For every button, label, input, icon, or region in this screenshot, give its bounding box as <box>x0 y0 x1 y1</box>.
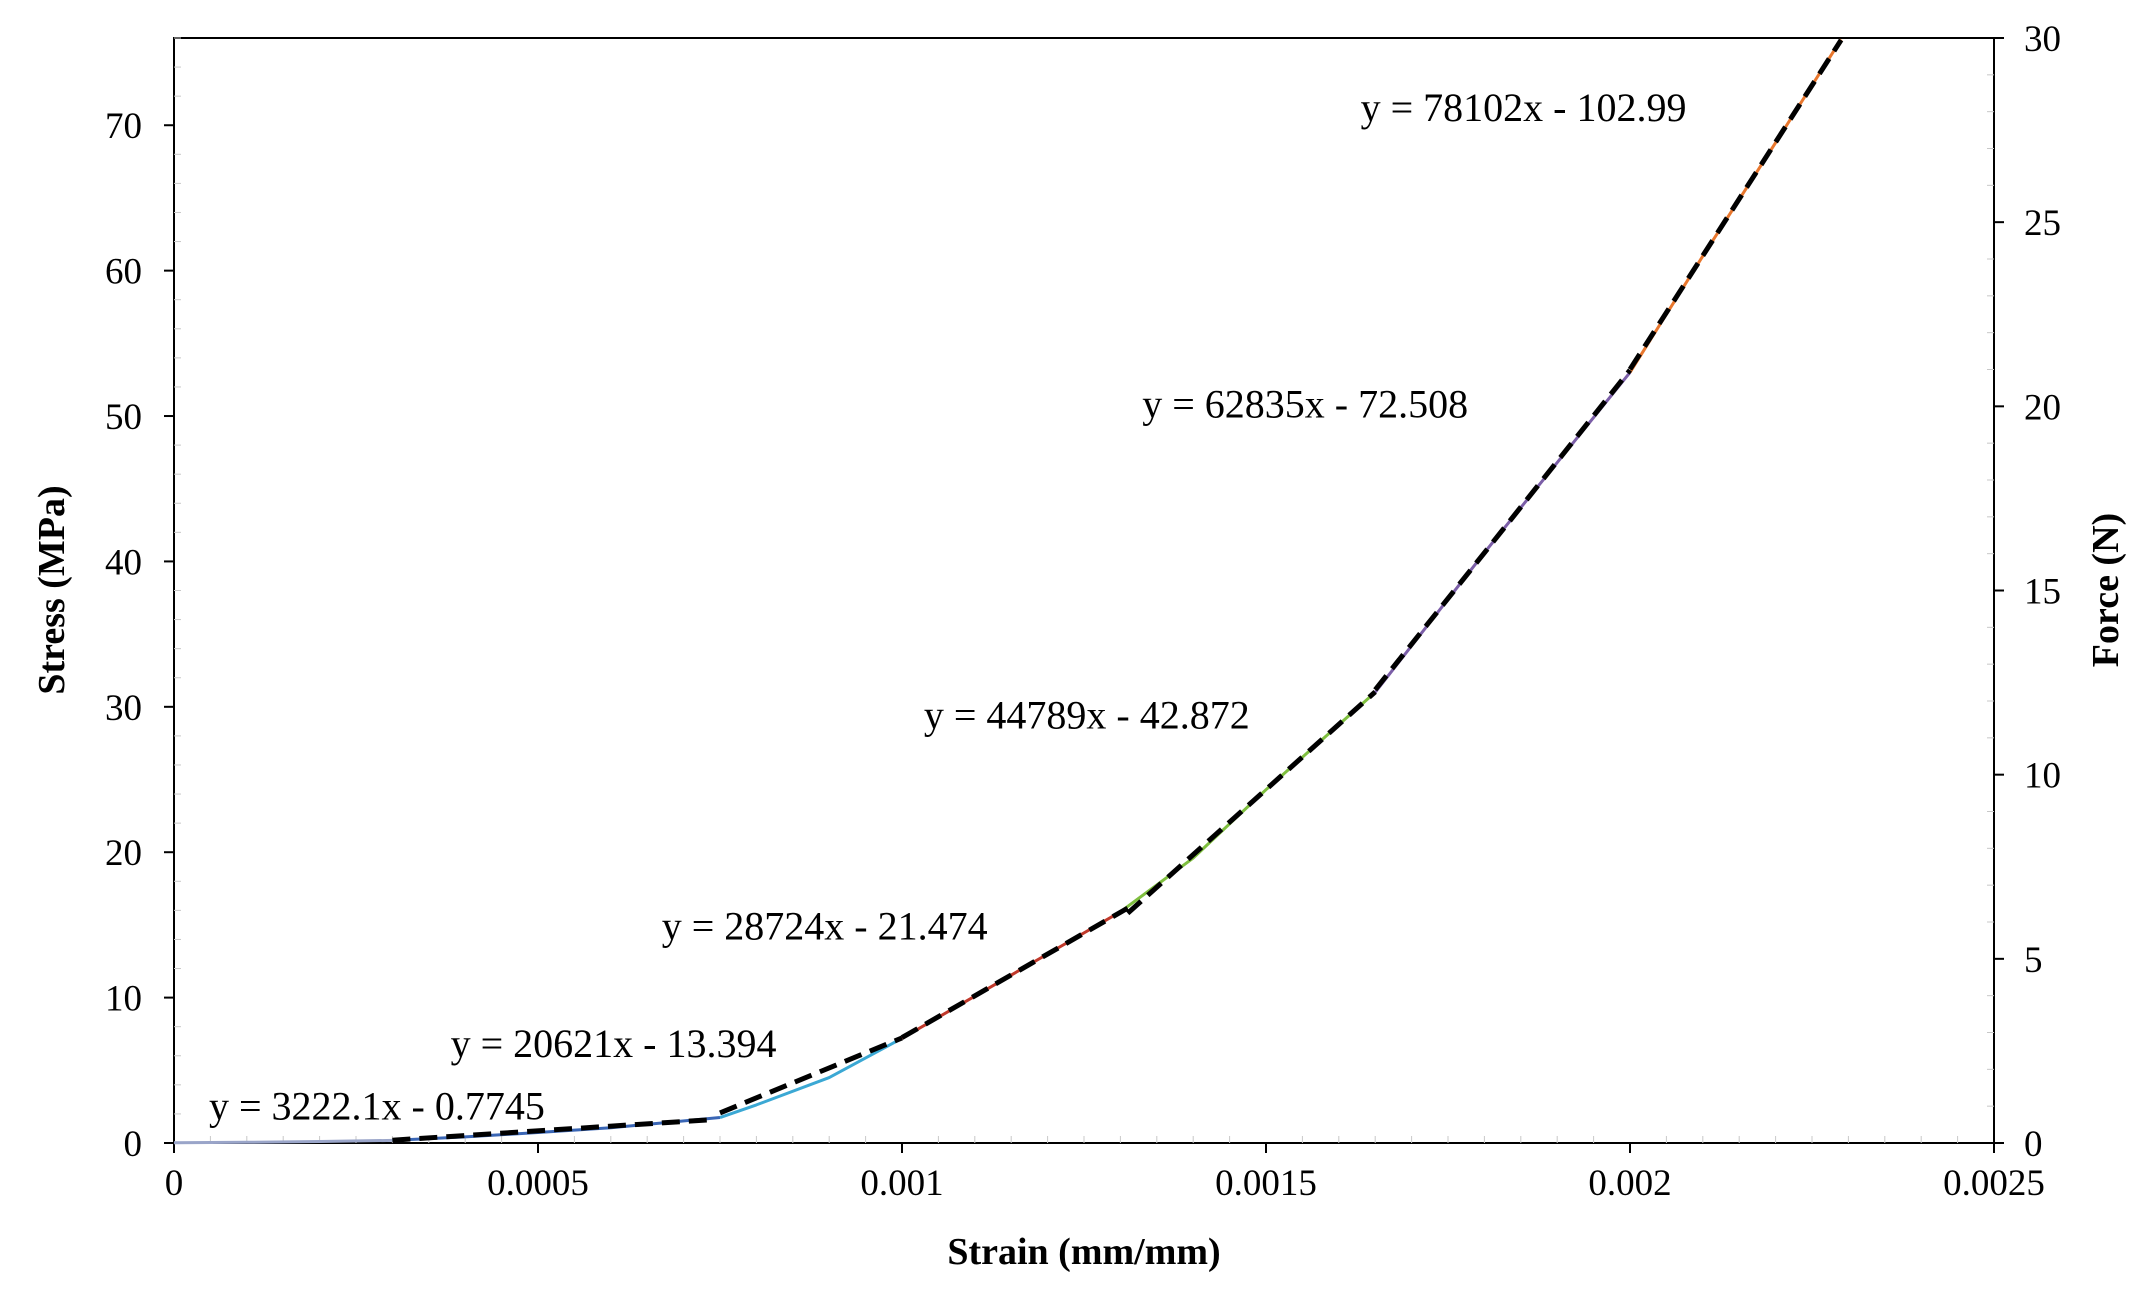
y-tick-label: 70 <box>105 106 142 147</box>
x-tick-label: 0.002 <box>1588 1163 1671 1204</box>
y2-tick-label: 30 <box>2024 19 2061 60</box>
y2-tick-label: 10 <box>2024 756 2061 797</box>
y-tick-label: 10 <box>105 979 142 1020</box>
trendline <box>1627 38 1844 371</box>
trendline <box>719 1035 903 1116</box>
trendline-equation-label: y = 3222.1x - 0.7745 <box>209 1084 545 1129</box>
y-tick-label: 20 <box>105 833 142 874</box>
x-tick-labels: 0 0.0005 0.001 0.0015 0.002 0.0025 <box>165 1163 2045 1204</box>
x-tick-label: 0.0015 <box>1215 1163 1317 1204</box>
y2-tick-label: 25 <box>2024 203 2061 244</box>
major-ticks <box>164 37 2004 1153</box>
trendline <box>1126 689 1377 916</box>
y2-tick-label: 0 <box>2024 1124 2043 1165</box>
y-tick-label: 0 <box>124 1124 143 1165</box>
y-tick-label: 30 <box>105 688 142 729</box>
y2-tick-label: 20 <box>2024 387 2061 428</box>
x-tick-label: 0.001 <box>860 1163 943 1204</box>
y2-tick-labels: 0 5 10 15 20 25 30 <box>2024 19 2061 1165</box>
y2-tick-label: 15 <box>2024 572 2061 613</box>
y2-tick-label: 5 <box>2024 940 2043 981</box>
x-axis-title: Strain (mm/mm) <box>947 1231 1220 1273</box>
trendline-equation-label: y = 78102x - 102.99 <box>1361 85 1687 130</box>
trendline <box>1373 368 1632 692</box>
plot-area <box>173 37 1995 1144</box>
y-tick-labels: 0 10 20 30 40 50 60 70 <box>105 106 142 1165</box>
trendline-equation-label: y = 62835x - 72.508 <box>1142 381 1468 426</box>
data-series-line <box>173 1138 393 1145</box>
trendline-equations: y = 3222.1x - 0.7745 y = 20621x - 13.394 y… <box>209 85 1687 1129</box>
data-series-line <box>719 1036 903 1119</box>
y-axis-title: Stress (MPa) <box>31 485 73 694</box>
y-tick-label: 50 <box>105 397 142 438</box>
x-tick-label: 0.0025 <box>1943 1163 2045 1204</box>
y-tick-label: 60 <box>105 252 142 293</box>
trendlines <box>392 38 1844 1143</box>
x-tick-label: 0 <box>165 1163 184 1204</box>
trendline-equation-label: y = 28724x - 21.474 <box>662 903 988 948</box>
trendline-equation-label: y = 44789x - 42.872 <box>924 693 1250 738</box>
trendline-equation-label: y = 20621x - 13.394 <box>451 1021 777 1066</box>
x-tick-label: 0.0005 <box>487 1163 589 1204</box>
y2-axis-title: Force (N) <box>2085 513 2127 667</box>
trendline <box>900 905 1129 1040</box>
y-tick-label: 40 <box>105 542 142 583</box>
